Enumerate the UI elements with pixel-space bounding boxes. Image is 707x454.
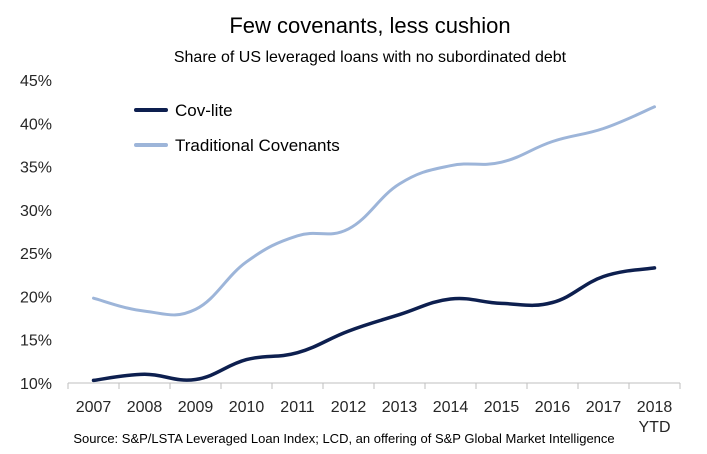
source-note: Source: S&P/LSTA Leveraged Loan Index; L… (73, 431, 614, 446)
series-line-traditional-covenants (92, 105, 656, 317)
y-tick-label: 20% (20, 289, 52, 306)
chart-subtitle: Share of US leveraged loans with no subo… (174, 49, 567, 66)
x-tick-label: YTD (639, 419, 671, 436)
y-tick-label: 45% (20, 73, 52, 90)
x-tick-label: 2014 (433, 399, 469, 416)
x-tick-label: 2018 (637, 399, 673, 416)
x-tick-label: 2015 (484, 399, 520, 416)
legend-label-cov-lite: Cov-lite (175, 101, 233, 120)
x-tick-label: 2017 (586, 399, 622, 416)
x-tick-label: 2016 (535, 399, 571, 416)
x-tick-label: 2011 (280, 399, 315, 416)
y-tick-label: 35% (20, 160, 52, 177)
x-tick-label: 2012 (331, 399, 367, 416)
legend: Cov-lite Traditional Covenants (134, 101, 340, 155)
chart-title: Few covenants, less cushion (229, 13, 510, 38)
y-axis: 10% 15% 20% 25% 30% 35% 40% 45% (20, 73, 52, 393)
y-tick-label: 30% (20, 203, 52, 220)
x-axis: 2007 2008 2009 2010 2011 2012 2013 2014 2015 2016… (67, 382, 681, 436)
x-tick-label: 2007 (76, 399, 112, 416)
y-tick-label: 10% (20, 376, 52, 393)
y-tick-label: 40% (20, 116, 52, 133)
series-lines (91, 105, 657, 383)
y-tick-label: 15% (20, 333, 52, 350)
legend-label-traditional-covenants: Traditional Covenants (175, 136, 340, 155)
y-tick-label: 25% (20, 246, 52, 263)
x-tick-label: 2009 (178, 399, 214, 416)
x-tick-label: 2008 (127, 399, 163, 416)
x-tick-label: 2010 (229, 399, 265, 416)
series-line-cov-lite (91, 266, 657, 383)
x-tick-label: 2013 (382, 399, 418, 416)
